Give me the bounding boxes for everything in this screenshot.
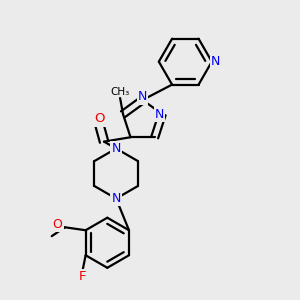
Text: F: F (79, 270, 86, 283)
Text: N: N (112, 192, 121, 205)
Text: O: O (53, 218, 63, 231)
Text: CH₃: CH₃ (110, 86, 130, 97)
Text: N: N (112, 142, 121, 155)
Text: N: N (154, 108, 164, 121)
Text: N: N (211, 55, 220, 68)
Text: N: N (138, 91, 147, 103)
Text: O: O (94, 112, 105, 125)
